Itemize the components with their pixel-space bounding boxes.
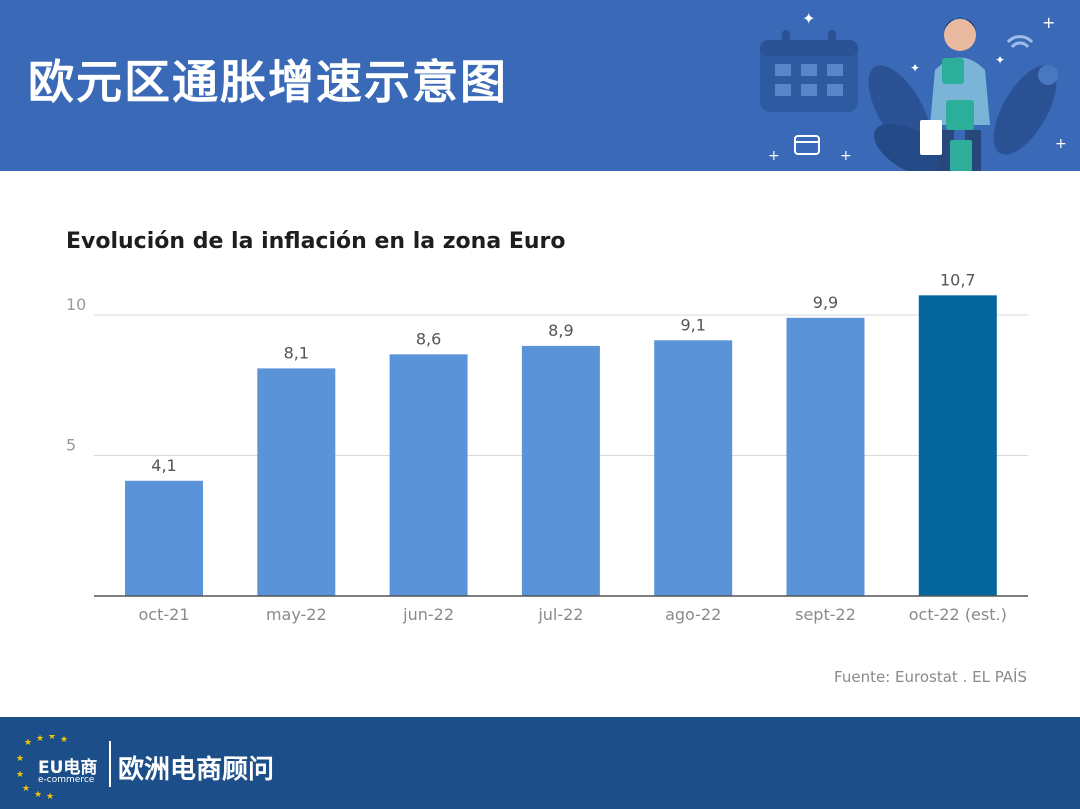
svg-text:★: ★	[22, 784, 30, 794]
bar	[654, 340, 733, 596]
footer-bar: ★ ★ ★ ★ ★ ★ ★ ★ ★ EU电商 e-commerce 欧洲电商顾问	[0, 717, 1080, 809]
data-label: 8,6	[416, 329, 441, 348]
svg-text:★: ★	[48, 735, 56, 742]
svg-text:★: ★	[34, 790, 42, 799]
svg-text:✦: ✦	[802, 9, 815, 28]
svg-text:★: ★	[60, 735, 68, 745]
svg-text:+: +	[1055, 136, 1067, 152]
bar	[257, 368, 336, 596]
svg-text:★: ★	[24, 738, 32, 748]
svg-text:+: +	[1042, 13, 1055, 32]
data-label: 8,1	[284, 343, 309, 362]
x-tick-label: oct-21	[139, 605, 190, 624]
svg-text:✦: ✦	[910, 61, 920, 75]
svg-text:+: +	[840, 148, 852, 164]
x-tick-label: may-22	[266, 605, 327, 624]
footer-divider	[109, 741, 111, 787]
svg-text:★: ★	[36, 735, 44, 744]
page-title: 欧元区通胀增速示意图	[28, 55, 508, 109]
bar	[125, 480, 203, 596]
data-label: 10,7	[940, 270, 976, 289]
bar	[389, 354, 468, 596]
data-label: 8,9	[548, 321, 573, 340]
data-label: 9,9	[813, 293, 838, 312]
data-label: 4,1	[151, 456, 176, 475]
svg-text:★: ★	[16, 754, 24, 764]
calendar-icon	[760, 30, 858, 112]
chart-area: Evolución de la inflación en la zona Eur…	[0, 171, 1080, 717]
header-banner: 欧元区通胀增速示意图	[0, 0, 1080, 171]
svg-text:★: ★	[46, 792, 54, 799]
svg-text:★: ★	[16, 770, 24, 780]
x-tick-label: sept-22	[795, 605, 856, 624]
chart-title: Evolución de la inflación en la zona Eur…	[66, 229, 566, 254]
shopping-illustration-icon: ✦ + + + + ✦ ✦	[760, 9, 1067, 171]
y-tick-label: 5	[66, 436, 76, 455]
y-tick-label: 10	[66, 295, 86, 314]
svg-text:+: +	[768, 148, 780, 164]
bar	[786, 317, 865, 596]
bar	[521, 345, 600, 596]
logo-text: EU电商	[38, 758, 98, 778]
x-tick-label: ago-22	[665, 605, 721, 624]
x-tick-label: jun-22	[402, 605, 454, 624]
source-note: Fuente: Eurostat . EL PAÍS	[834, 668, 1027, 686]
footer-brand: 欧洲电商顾问	[118, 755, 275, 785]
bar	[918, 295, 997, 596]
eu-stars-logo-icon: ★ ★ ★ ★ ★ ★ ★ ★ ★	[16, 735, 68, 799]
svg-text:✦: ✦	[995, 53, 1005, 67]
bar-chart: 5 10 4,1 oct-21 8,1 may-22 8,6 jun-22 8,9 jul-22 9…	[66, 270, 1028, 624]
x-tick-label: jul-22	[537, 605, 583, 624]
data-label: 9,1	[680, 315, 705, 334]
x-tick-label: oct-22 (est.)	[909, 605, 1007, 624]
logo-subtext: e-commerce	[38, 775, 95, 785]
